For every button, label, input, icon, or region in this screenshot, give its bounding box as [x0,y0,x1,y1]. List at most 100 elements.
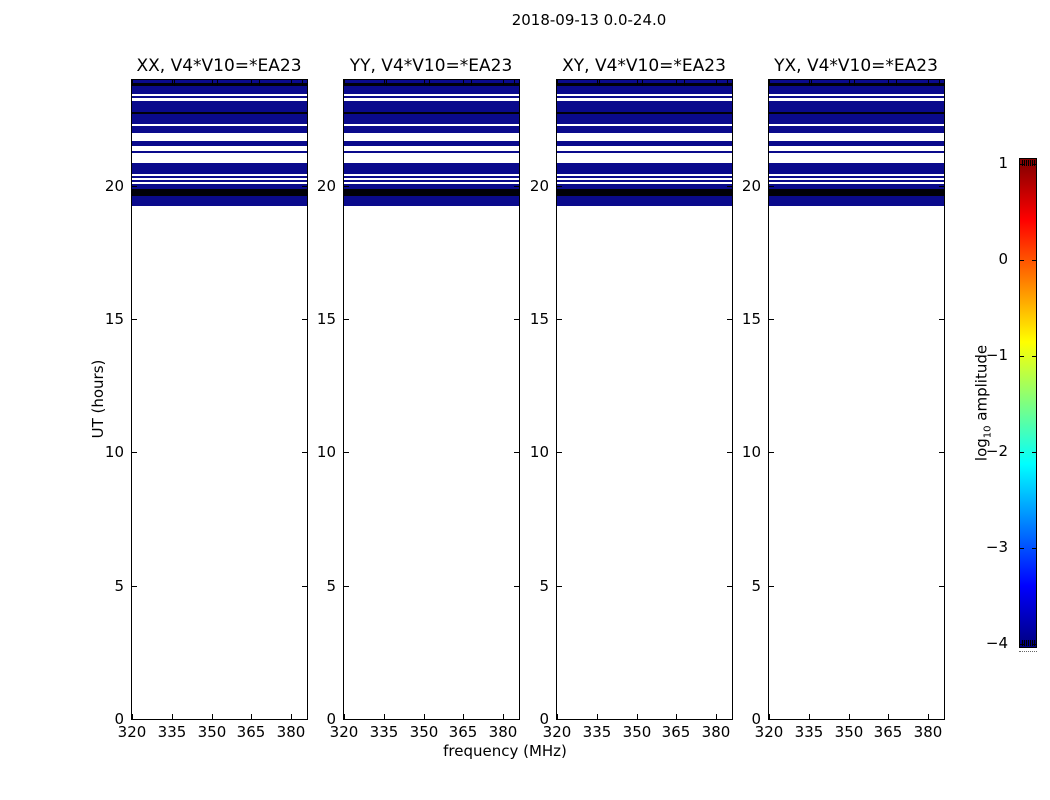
y-axis-tick [344,186,349,187]
spectrogram-band [557,196,732,206]
colorbar-tick [1032,260,1036,261]
y-tick-label: 10 [104,443,124,461]
spectrogram-band [344,162,519,174]
spectrogram-band [557,141,732,146]
colorbar-comb-mark [1033,160,1035,166]
subband-divider-line [174,80,175,86]
y-tick-label: 10 [529,443,549,461]
y-axis-tick [132,586,137,587]
y-axis-tick [344,319,349,320]
y-axis-tick-right [727,319,732,320]
subband-divider-line [684,80,685,86]
subband-divider-line [386,80,387,86]
spectrogram-band [769,80,944,83]
panel-title: YX, V4*V10=*EA23 [774,56,938,76]
spectrogram-band [132,196,307,206]
x-axis-tick-top [384,80,385,85]
x-tick-label: 350 [409,723,439,741]
subband-divider-line [939,80,940,86]
x-tick-label: 365 [661,723,691,741]
colorbar-tick-label: −3 [985,538,1008,556]
spectrogram-band [132,112,307,114]
spectrogram-band [132,184,307,190]
spectrogram-band [769,82,944,86]
colorbar [1019,158,1037,648]
x-tick-label: 380 [913,723,943,741]
colorbar-comb-mark [1027,640,1029,646]
spectrogram-band [557,96,732,98]
spectrogram-band [557,125,732,134]
spectrogram-band [132,80,307,83]
y-axis-tick-right [514,586,519,587]
x-axis-tick [291,714,292,719]
y-axis-tick [557,719,562,720]
x-axis-tick-top [637,80,638,85]
y-axis-tick-right [727,186,732,187]
colorbar-comb-mark [1021,160,1023,166]
y-tick-label: 20 [529,177,549,195]
x-tick-label: 380 [701,723,731,741]
x-tick-label: 335 [582,723,612,741]
spectrogram-band [344,112,519,114]
subband-divider-line [642,80,643,86]
x-tick-label: 365 [236,723,266,741]
y-tick-label: 0 [751,710,761,728]
x-axis-tick-top [251,80,252,85]
panel-title: XY, V4*V10=*EA23 [562,56,726,76]
subband-divider-line [429,80,430,86]
y-axis-tick [557,452,562,453]
spectrogram-band [344,101,519,112]
colorbar-comb-mark [1023,160,1025,166]
spectrogram-band [557,162,732,174]
x-axis-tick-top [928,80,929,85]
spectrogram-band [557,113,732,124]
spectrogram-band [344,96,519,98]
spectrogram-band [132,150,307,153]
spectrogram-band [557,184,732,190]
spectrogram-band [344,85,519,94]
spectrogram-band [344,113,519,124]
spectrogram-band [769,196,944,206]
y-tick-label: 5 [751,577,761,595]
spectrogram-band [769,180,944,182]
y-axis-tick-right [302,319,307,320]
y-axis-tick [769,319,774,320]
colorbar-comb-mark [1035,640,1037,646]
spectrogram-band [132,101,307,112]
y-axis-tick-right [302,452,307,453]
x-axis-tick-top [809,80,810,85]
x-axis-tick-top [424,80,425,85]
x-axis-tick-top [463,80,464,85]
colorbar-bottom-dotted-line [1019,651,1037,652]
colorbar-tick [1020,260,1024,261]
colorbar-tick [1020,356,1024,357]
spectrogram-panel [556,79,733,720]
y-axis-tick-right [514,719,519,720]
colorbar-tick [1032,644,1036,645]
x-tick-label: 320 [329,723,359,741]
x-tick-label: 335 [369,723,399,741]
spectrogram-band [769,189,944,196]
x-axis-tick [597,714,598,719]
colorbar-tick [1020,548,1024,549]
colorbar-tick [1020,644,1024,645]
spectrogram-band [557,176,732,178]
spectrogram-band [769,125,944,134]
spectrogram-band [344,125,519,134]
x-axis-tick [132,714,133,719]
spectrogram-band [132,96,307,98]
spectrogram-band [344,196,519,206]
y-axis-tick-right [939,319,944,320]
spectrogram-band [132,180,307,182]
y-axis-tick-right [514,186,519,187]
x-axis-tick-top [888,80,889,85]
y-axis-tick-right [727,586,732,587]
y-tick-label: 0 [114,710,124,728]
y-axis-tick-right [302,719,307,720]
y-axis-tick [769,719,774,720]
subband-divider-line [811,80,812,86]
colorbar-tick [1032,164,1036,165]
y-tick-label: 5 [114,577,124,595]
spectrogram-band [769,96,944,98]
y-axis-tick [344,452,349,453]
